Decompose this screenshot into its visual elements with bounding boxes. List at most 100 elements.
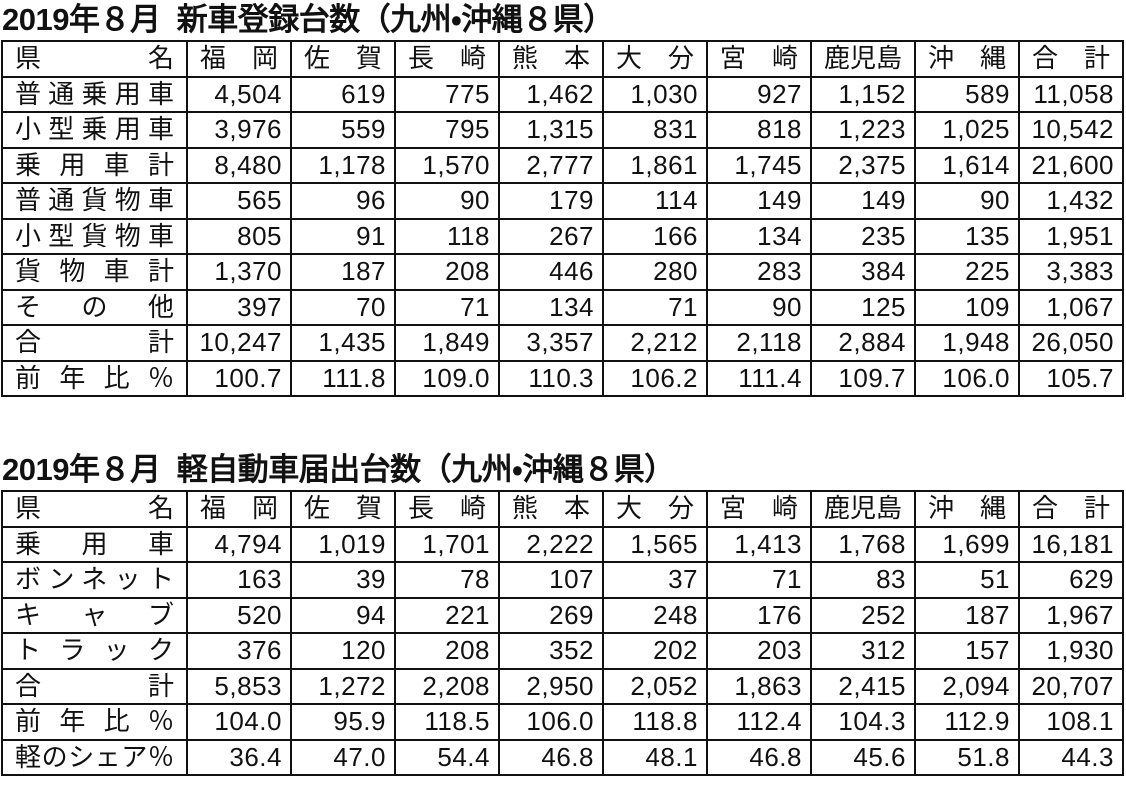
header-cell: 大 分: [602, 490, 708, 528]
value-cell: 1,699: [914, 525, 1020, 563]
value-cell: 629: [1018, 561, 1124, 599]
data-row: 合 計 10,247 1,435 1,849 3,357 2,212 2,118 2,884 1…: [1, 324, 1124, 362]
value-cell: 280: [602, 253, 708, 291]
value-cell: 118: [394, 217, 500, 255]
value-cell: 44.3: [1018, 738, 1124, 776]
value-cell: 520: [186, 596, 292, 634]
value-cell: 111.8: [290, 359, 396, 397]
value-cell: 2,212: [602, 324, 708, 362]
row-label: 小型乗用車: [1, 111, 188, 149]
value-cell: 352: [498, 632, 604, 670]
value-cell: 26,050: [1018, 324, 1124, 362]
value-cell: 166: [602, 217, 708, 255]
value-cell: 106.0: [914, 359, 1020, 397]
data-row: ト ラ ッ ク 376 120 208 352 202 203 312 157 1,930: [1, 632, 1124, 670]
data-row: 普通貨物車 565 96 90 179 114 149 149 90 1,432: [1, 182, 1124, 220]
header-cell: 佐 賀: [290, 490, 396, 528]
row-label: ボンネット: [1, 561, 188, 599]
value-cell: 46.8: [706, 738, 812, 776]
value-cell: 3,383: [1018, 253, 1124, 291]
data-row: 普通乗用車 4,504 619 775 1,462 1,030 927 1,152 589 11,…: [1, 75, 1124, 113]
value-cell: 252: [810, 596, 916, 634]
header-cell: 佐 賀: [290, 40, 396, 78]
value-cell: 1,951: [1018, 217, 1124, 255]
table-title: 2019年８月 軽自動車届出台数（九州・沖縄８県）: [2, 452, 675, 487]
data-row: 小型貨物車 805 91 118 267 166 134 235 135 1,951: [1, 217, 1124, 255]
value-cell: 5,853: [186, 667, 292, 705]
value-cell: 83: [810, 561, 916, 599]
value-cell: 1,570: [394, 146, 500, 184]
table-block: 2019年８月 新車登録台数（九州・沖縄８県）県 名福 岡佐 賀長 崎熊 本大 …: [1, 2, 1124, 397]
value-cell: 831: [602, 111, 708, 149]
value-cell: 78: [394, 561, 500, 599]
row-label: 小型貨物車: [1, 217, 188, 255]
value-cell: 109: [914, 288, 1020, 326]
value-cell: 91: [290, 217, 396, 255]
value-cell: 107: [498, 561, 604, 599]
value-cell: 1,223: [810, 111, 916, 149]
value-cell: 559: [290, 111, 396, 149]
row-label: 合 計: [1, 324, 188, 362]
value-cell: 134: [498, 288, 604, 326]
header-cell: 鹿児島: [810, 490, 916, 528]
value-cell: 2,884: [810, 324, 916, 362]
value-cell: 71: [706, 561, 812, 599]
value-cell: 120: [290, 632, 396, 670]
header-cell: 福 岡: [186, 490, 292, 528]
row-label: ト ラ ッ ク: [1, 632, 188, 670]
value-cell: 111.4: [706, 359, 812, 397]
value-cell: 795: [394, 111, 500, 149]
value-cell: 927: [706, 75, 812, 113]
table-block: 2019年８月 軽自動車届出台数（九州・沖縄８県）県 名福 岡佐 賀長 崎熊 本…: [0, 450, 1124, 776]
value-cell: 1,745: [706, 146, 812, 184]
value-cell: 1,272: [290, 667, 396, 705]
value-cell: 114: [602, 182, 708, 220]
header-cell: 合 計: [1018, 490, 1124, 528]
value-cell: 104.0: [186, 703, 292, 741]
value-cell: 179: [498, 182, 604, 220]
value-cell: 51: [914, 561, 1020, 599]
value-cell: 2,222: [498, 525, 604, 563]
value-cell: 176: [706, 596, 812, 634]
value-cell: 619: [290, 75, 396, 113]
value-cell: 221: [394, 596, 500, 634]
value-cell: 1,067: [1018, 288, 1124, 326]
row-label: 普通乗用車: [1, 75, 188, 113]
header-cell: 県 名: [1, 490, 188, 528]
value-cell: 248: [602, 596, 708, 634]
value-cell: 2,415: [810, 667, 916, 705]
header-cell: 宮 崎: [706, 490, 812, 528]
header-cell: 福 岡: [186, 40, 292, 78]
value-cell: 267: [498, 217, 604, 255]
value-cell: 135: [914, 217, 1020, 255]
value-cell: 70: [290, 288, 396, 326]
value-cell: 384: [810, 253, 916, 291]
row-label: 普通貨物車: [1, 182, 188, 220]
value-cell: 8,480: [186, 146, 292, 184]
value-cell: 106.2: [602, 359, 708, 397]
data-row: キ ャ ブ 520 94 221 269 248 176 252 187 1,967: [1, 596, 1124, 634]
value-cell: 2,094: [914, 667, 1020, 705]
value-cell: 71: [602, 288, 708, 326]
value-cell: 1,614: [914, 146, 1020, 184]
data-row: 合 計 5,853 1,272 2,208 2,950 2,052 1,863 2,415 2,…: [1, 667, 1124, 705]
header-cell: 熊 本: [498, 490, 604, 528]
value-cell: 805: [186, 217, 292, 255]
value-cell: 4,794: [186, 525, 292, 563]
value-cell: 589: [914, 75, 1020, 113]
header-cell: 大 分: [602, 40, 708, 78]
header-row: 県 名福 岡佐 賀長 崎熊 本大 分宮 崎鹿児島沖 縄合 計: [1, 40, 1124, 78]
value-cell: 1,435: [290, 324, 396, 362]
value-cell: 149: [706, 182, 812, 220]
value-cell: 134: [706, 217, 812, 255]
value-cell: 2,375: [810, 146, 916, 184]
value-cell: 235: [810, 217, 916, 255]
data-row: 前 年 比 ％ 104.0 95.9 118.5 106.0 118.8 112.4 104.…: [1, 703, 1124, 741]
value-cell: 157: [914, 632, 1020, 670]
value-cell: 225: [914, 253, 1020, 291]
value-cell: 1,370: [186, 253, 292, 291]
data-row: 小型乗用車 3,976 559 795 1,315 831 818 1,223 1,025 10,…: [1, 111, 1124, 149]
header-cell: 長 崎: [394, 40, 500, 78]
value-cell: 2,777: [498, 146, 604, 184]
